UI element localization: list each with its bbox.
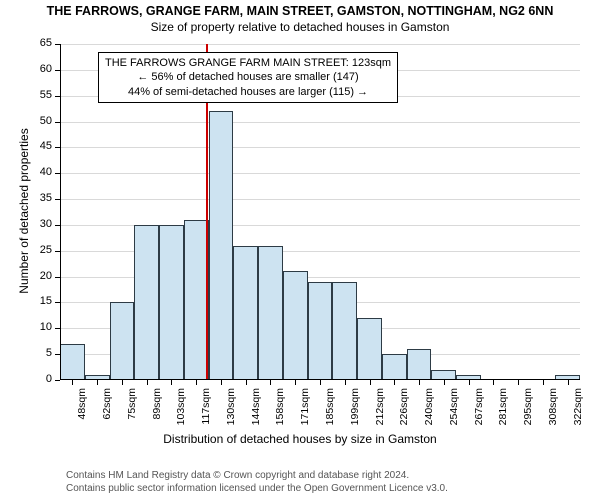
y-tick-label: 60 [22,63,52,75]
histogram-bar [407,349,432,380]
x-axis-label: Distribution of detached houses by size … [0,432,600,446]
x-tick-mark [72,380,73,385]
y-tick-label: 25 [22,244,52,256]
info-line-1: THE FARROWS GRANGE FARM MAIN STREET: 123… [105,56,391,70]
y-tick-mark [55,44,60,45]
chart-subtitle: Size of property relative to detached ho… [0,18,600,34]
y-tick-mark [55,70,60,71]
grid-line [60,173,580,174]
x-tick-mark [97,380,98,385]
histogram-bar [283,271,308,380]
histogram-bar [233,246,258,380]
x-tick-label: 89sqm [151,388,163,432]
y-tick-label: 30 [22,218,52,230]
histogram-bar [134,225,159,380]
y-tick-label: 55 [22,89,52,101]
grid-line [60,199,580,200]
x-tick-mark [147,380,148,385]
y-tick-label: 50 [22,115,52,127]
x-tick-mark [518,380,519,385]
histogram-bar [332,282,357,380]
x-tick-label: 171sqm [299,388,311,432]
x-tick-mark [370,380,371,385]
info-line-3: 44% of semi-detached houses are larger (… [105,85,391,99]
y-tick-label: 65 [22,37,52,49]
y-tick-label: 20 [22,270,52,282]
histogram-bar [308,282,333,380]
x-tick-label: 117sqm [200,388,212,432]
x-tick-label: 75sqm [126,388,138,432]
x-tick-mark [221,380,222,385]
y-tick-label: 15 [22,295,52,307]
x-tick-mark [469,380,470,385]
histogram-bar [382,354,407,380]
x-tick-mark [246,380,247,385]
footer-line-1: Contains HM Land Registry data © Crown c… [66,470,409,481]
y-tick-mark [55,277,60,278]
y-tick-label: 45 [22,140,52,152]
x-tick-label: 185sqm [324,388,336,432]
x-tick-mark [444,380,445,385]
x-tick-label: 212sqm [374,388,386,432]
chart-title: THE FARROWS, GRANGE FARM, MAIN STREET, G… [0,0,600,18]
histogram-bar [110,302,135,380]
grid-line [60,147,580,148]
histogram-bar [357,318,382,380]
x-tick-label: 103sqm [175,388,187,432]
x-tick-label: 48sqm [76,388,88,432]
x-tick-label: 199sqm [349,388,361,432]
histogram-bar [159,225,184,380]
x-tick-mark [568,380,569,385]
histogram-bar [184,220,209,380]
x-tick-label: 158sqm [274,388,286,432]
x-tick-mark [171,380,172,385]
info-line-2: ← 56% of detached houses are smaller (14… [105,70,391,84]
y-tick-label: 0 [22,373,52,385]
x-tick-label: 240sqm [423,388,435,432]
y-tick-label: 5 [22,347,52,359]
x-tick-mark [493,380,494,385]
histogram-bar [60,344,85,380]
y-axis-line [60,44,61,380]
x-tick-mark [270,380,271,385]
x-tick-label: 295sqm [522,388,534,432]
y-tick-mark [55,173,60,174]
y-tick-mark [55,199,60,200]
grid-line [60,44,580,45]
y-tick-mark [55,147,60,148]
x-tick-mark [295,380,296,385]
grid-line [60,122,580,123]
x-tick-mark [196,380,197,385]
y-tick-mark [55,354,60,355]
info-annotation-box: THE FARROWS GRANGE FARM MAIN STREET: 123… [98,52,398,103]
x-tick-mark [394,380,395,385]
x-tick-label: 281sqm [497,388,509,432]
y-tick-mark [55,225,60,226]
x-tick-label: 226sqm [398,388,410,432]
y-tick-label: 40 [22,166,52,178]
x-tick-label: 254sqm [448,388,460,432]
x-tick-mark [543,380,544,385]
histogram-bar [209,111,234,380]
x-tick-label: 130sqm [225,388,237,432]
x-tick-mark [320,380,321,385]
y-tick-mark [55,122,60,123]
y-tick-mark [55,328,60,329]
x-tick-label: 267sqm [473,388,485,432]
x-tick-mark [345,380,346,385]
y-tick-mark [55,251,60,252]
y-tick-mark [55,96,60,97]
y-tick-label: 35 [22,192,52,204]
x-tick-label: 308sqm [547,388,559,432]
y-tick-mark [55,302,60,303]
x-tick-label: 322sqm [572,388,584,432]
x-tick-mark [419,380,420,385]
histogram-bar [258,246,283,380]
x-tick-mark [122,380,123,385]
y-tick-mark [55,380,60,381]
y-tick-label: 10 [22,321,52,333]
x-tick-label: 144sqm [250,388,262,432]
x-tick-label: 62sqm [101,388,113,432]
footer-line-2: Contains public sector information licen… [66,483,448,494]
